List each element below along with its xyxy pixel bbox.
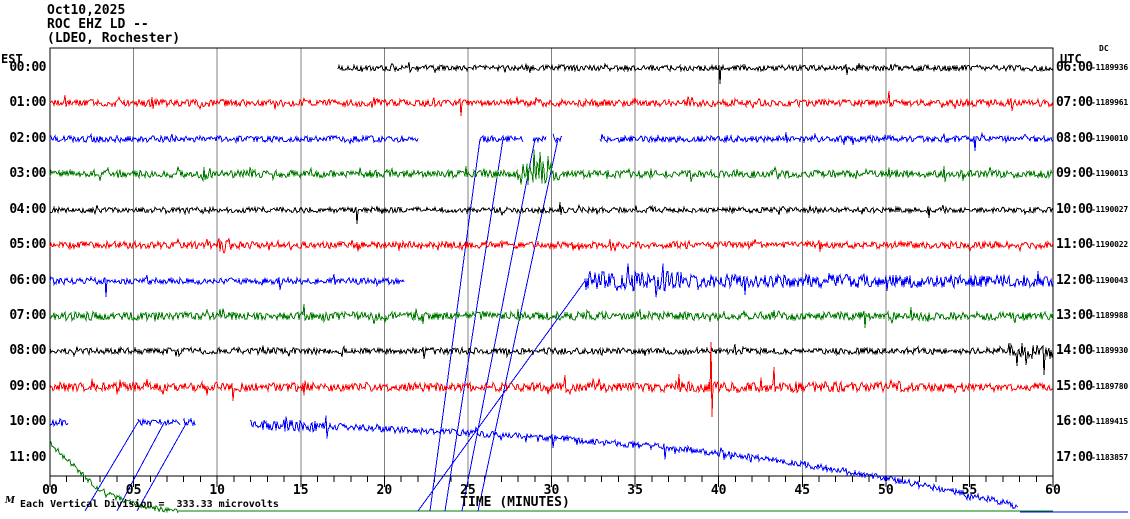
est-time-label: 06:00 — [9, 273, 46, 288]
x-tick-label: 30 — [543, 483, 560, 498]
trace-row-0300 — [49, 149, 1054, 185]
utc-time-label: 16:00 — [1056, 414, 1093, 429]
x-tick-label: 00 — [42, 483, 58, 498]
est-time-label: 04:00 — [9, 202, 46, 217]
est-time-label: 00:00 — [9, 60, 46, 75]
est-time-label: 09:00 — [9, 379, 46, 394]
telemetry-recovery-line — [136, 421, 188, 512]
est-time-label: 01:00 — [9, 95, 46, 110]
trace-row-1100 — [49, 439, 179, 514]
x-axis-title: TIME (MINUTES) — [460, 495, 570, 510]
trace-row-0900 — [49, 341, 1054, 418]
trace-row-0600 — [49, 273, 405, 298]
trace-row-1000 — [249, 415, 1019, 510]
x-tick-label: 60 — [1045, 483, 1061, 498]
est-time-label: 08:00 — [9, 343, 46, 358]
left-timezone-label: EST — [1, 52, 23, 66]
telemetry-recovery-line — [417, 280, 586, 512]
trace-row-0200 — [479, 134, 524, 143]
trace-row-0000 — [337, 61, 1054, 85]
est-time-label: 10:00 — [9, 414, 46, 429]
telemetry-recovery-line — [444, 138, 504, 512]
dc-value: -1189415 — [1091, 417, 1128, 426]
dc-value: -1189780 — [1091, 382, 1128, 391]
utc-time-label: 10:00 — [1056, 202, 1093, 217]
utc-time-label: 07:00 — [1056, 95, 1093, 110]
trace-row-1000 — [137, 418, 163, 427]
dc-value: -1189930 — [1091, 346, 1128, 355]
trace-row-0500 — [49, 237, 1054, 255]
utc-time-label: 15:00 — [1056, 379, 1093, 394]
x-tick-label: 55 — [961, 483, 978, 498]
dc-value: -1190010 — [1091, 134, 1128, 143]
x-tick-label: 35 — [627, 483, 643, 498]
utc-time-label: 08:00 — [1056, 131, 1093, 146]
utc-time-label: 14:00 — [1056, 343, 1093, 358]
x-tick-label: 40 — [710, 483, 727, 498]
utc-time-label: 06:00 — [1056, 60, 1093, 75]
telemetry-recovery-line — [116, 420, 166, 512]
trace-row-0200 — [552, 133, 563, 144]
trace-row-1000 — [182, 417, 196, 427]
dc-value: -1190027 — [1091, 205, 1128, 214]
dc-column-label: DC — [1099, 44, 1109, 53]
est-time-label: 11:00 — [9, 450, 46, 465]
logo-mark: M — [5, 496, 15, 506]
x-tick-label: 25 — [460, 483, 476, 498]
telemetry-recovery-line — [429, 138, 481, 512]
dc-value: -1189961 — [1091, 98, 1128, 107]
trace-row-0800 — [49, 343, 1054, 376]
trace-row-1000 — [164, 418, 181, 427]
dc-value: -1190022 — [1091, 240, 1128, 249]
trace-row-0100 — [49, 90, 1054, 117]
network-label: (LDEO, Rochester) — [47, 31, 181, 46]
x-tick-label: 45 — [794, 483, 811, 498]
est-time-label: 07:00 — [9, 308, 46, 323]
telemetry-recovery-line — [461, 138, 536, 512]
telemetry-recovery-line — [84, 421, 139, 512]
trace-row-0200 — [49, 132, 419, 146]
dc-value: -1190013 — [1091, 169, 1128, 178]
trace-row-0600 — [584, 263, 1054, 298]
utc-time-label: 11:00 — [1056, 237, 1093, 252]
dc-value: -1190043 — [1091, 276, 1128, 285]
trace-row-0400 — [49, 201, 1054, 225]
date-label: Oct10,2025 — [47, 3, 126, 18]
utc-time-label: 09:00 — [1056, 166, 1093, 181]
trace-row-1000 — [49, 417, 69, 428]
x-tick-label: 05 — [125, 483, 142, 498]
trace-row-0200 — [532, 135, 547, 144]
trace-row-0200 — [599, 131, 1054, 152]
utc-time-label: 12:00 — [1056, 273, 1093, 288]
est-time-label: 03:00 — [9, 166, 46, 181]
dc-value: -1189936 — [1091, 63, 1128, 72]
utc-time-label: 17:00 — [1056, 450, 1093, 465]
est-time-label: 05:00 — [9, 237, 46, 252]
est-time-label: 02:00 — [9, 131, 46, 146]
right-timezone-label: UTC — [1060, 52, 1082, 66]
x-tick-label: 50 — [878, 483, 894, 498]
x-tick-label: 15 — [292, 483, 309, 498]
scale-note: Each Vertical Division = 333.33 microvol… — [20, 499, 279, 510]
station-label: ROC EHZ LD -- — [47, 17, 149, 32]
utc-time-label: 13:00 — [1056, 308, 1093, 323]
dc-value: -1183857 — [1091, 453, 1128, 462]
x-tick-label: 20 — [376, 483, 393, 498]
x-tick-label: 10 — [209, 483, 225, 498]
trace-row-0700 — [49, 303, 1054, 329]
telemetry-recovery-line — [477, 138, 559, 512]
dc-value: -1189988 — [1091, 311, 1128, 320]
